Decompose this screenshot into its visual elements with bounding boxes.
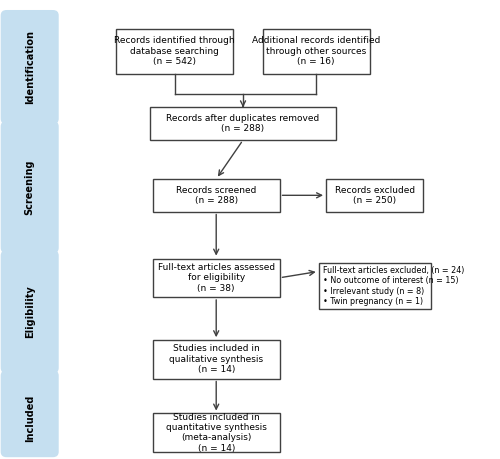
Text: Records excluded
(n = 250): Records excluded (n = 250) (334, 185, 414, 205)
Text: Full-text articles excluded, (n = 24)
• No outcome of interest (n = 15)
• Irrele: Full-text articles excluded, (n = 24) • … (322, 266, 464, 306)
FancyBboxPatch shape (0, 250, 58, 373)
Text: Records identified through
database searching
(n = 542): Records identified through database sear… (114, 36, 235, 66)
FancyBboxPatch shape (0, 121, 58, 253)
Bar (326, 179, 424, 212)
Bar (153, 258, 280, 297)
FancyBboxPatch shape (0, 10, 58, 124)
Bar (150, 107, 336, 140)
Bar (318, 263, 430, 308)
Text: Studies included in
qualitative synthesis
(n = 14): Studies included in qualitative synthesi… (169, 344, 264, 374)
Text: Additional records identified
through other sources
(n = 16): Additional records identified through ot… (252, 36, 380, 66)
Text: Records screened
(n = 288): Records screened (n = 288) (176, 185, 256, 205)
Text: Identification: Identification (24, 30, 34, 104)
FancyBboxPatch shape (0, 370, 58, 457)
Text: Eligibility: Eligibility (24, 285, 34, 338)
Text: Records after duplicates removed
(n = 288): Records after duplicates removed (n = 28… (166, 114, 320, 134)
Bar (153, 414, 280, 452)
Text: Included: Included (24, 395, 34, 442)
Text: Screening: Screening (24, 159, 34, 215)
Bar (153, 340, 280, 379)
Text: Full-text articles assessed
for eligibility
(n = 38): Full-text articles assessed for eligibil… (158, 263, 275, 293)
Bar (116, 28, 234, 74)
Bar (262, 28, 370, 74)
Bar (153, 179, 280, 212)
Text: Studies included in
quantitative synthesis
(meta-analysis)
(n = 14): Studies included in quantitative synthes… (166, 413, 266, 453)
